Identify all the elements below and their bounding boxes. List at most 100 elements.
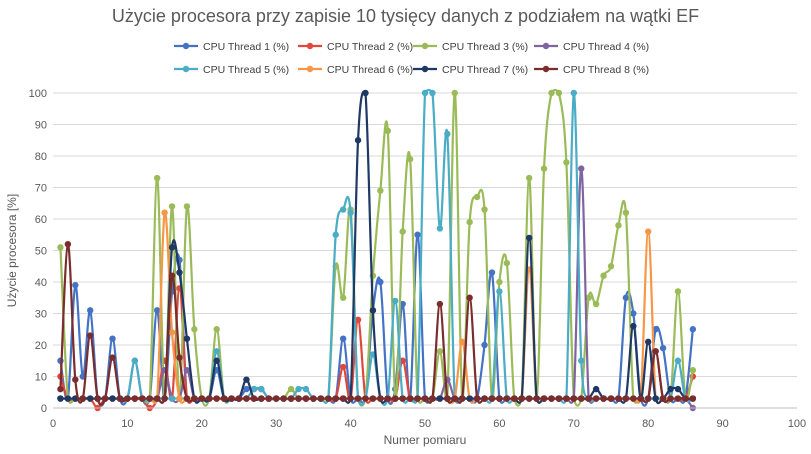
data-point — [674, 385, 682, 393]
data-point — [540, 165, 548, 172]
data-point — [674, 288, 682, 295]
data-point — [436, 300, 444, 308]
data-point — [287, 385, 295, 393]
data-point — [153, 395, 161, 402]
data-point — [131, 357, 139, 364]
data-point — [161, 395, 168, 402]
data-point — [124, 395, 131, 402]
y-tick-label: 70 — [35, 183, 47, 195]
data-point — [57, 385, 64, 393]
data-point — [607, 395, 615, 402]
data-point — [339, 395, 347, 402]
data-point — [652, 348, 659, 355]
y-tick-label: 80 — [35, 151, 47, 163]
data-point — [578, 165, 585, 172]
data-point — [578, 395, 585, 402]
data-point — [101, 395, 109, 402]
data-point — [488, 395, 496, 402]
data-point — [399, 228, 406, 235]
data-point — [682, 395, 689, 402]
data-point — [325, 395, 332, 402]
y-tick-label: 60 — [35, 214, 47, 226]
data-point — [473, 193, 481, 201]
data-point — [667, 395, 674, 402]
data-point — [533, 395, 540, 402]
data-point — [377, 395, 384, 402]
data-point — [555, 395, 563, 402]
x-tick-label: 40 — [344, 418, 356, 430]
data-point — [332, 395, 339, 402]
data-point — [87, 307, 94, 314]
data-point — [496, 395, 503, 402]
data-point — [689, 395, 697, 402]
data-point — [339, 363, 347, 371]
data-point — [585, 294, 592, 301]
data-point — [72, 376, 79, 383]
data-point — [585, 395, 592, 402]
data-point — [213, 326, 220, 333]
data-point — [674, 357, 682, 364]
data-point — [191, 326, 198, 333]
data-point — [674, 395, 682, 402]
data-point — [176, 269, 183, 276]
data-point — [481, 341, 488, 349]
data-point — [206, 395, 213, 402]
data-point — [659, 395, 667, 402]
data-point — [258, 395, 265, 402]
data-point — [645, 228, 652, 235]
data-point — [146, 395, 153, 402]
data-point — [362, 395, 369, 402]
data-point — [57, 395, 64, 402]
legend-label: CPU Thread 2 (%) — [327, 41, 413, 53]
data-point — [525, 174, 533, 182]
data-point — [139, 395, 146, 402]
data-point — [645, 338, 652, 346]
data-point — [630, 395, 637, 402]
data-point — [466, 395, 473, 402]
data-point — [176, 354, 183, 361]
data-point — [667, 385, 674, 393]
data-point — [459, 338, 466, 346]
data-point — [354, 316, 362, 323]
data-point — [109, 335, 116, 342]
y-tick-label: 30 — [35, 309, 47, 321]
data-point — [213, 348, 220, 355]
data-point — [555, 89, 563, 97]
data-point — [183, 335, 191, 342]
data-point — [250, 395, 258, 402]
data-point — [369, 395, 377, 402]
data-point — [116, 395, 124, 402]
data-point — [228, 395, 235, 402]
data-point — [354, 395, 362, 402]
data-point — [377, 278, 384, 286]
legend-label: CPU Thread 7 (%) — [442, 64, 528, 76]
data-point — [258, 385, 265, 393]
data-point — [607, 263, 615, 270]
data-point — [473, 395, 481, 402]
data-point — [481, 206, 488, 213]
legend-marker — [182, 42, 190, 50]
data-point — [339, 206, 347, 213]
data-point — [689, 367, 697, 374]
data-point — [414, 395, 421, 402]
data-point — [548, 395, 555, 402]
data-point — [168, 244, 176, 251]
data-point — [659, 344, 667, 352]
data-point — [280, 395, 287, 402]
data-point — [384, 395, 391, 402]
y-tick-label: 40 — [35, 277, 47, 289]
data-point — [64, 395, 72, 402]
data-point — [630, 322, 637, 330]
data-point — [384, 127, 391, 134]
y-tick-label: 20 — [35, 340, 47, 352]
data-point — [295, 395, 302, 402]
data-point — [191, 395, 198, 402]
data-point — [339, 335, 347, 342]
data-point — [570, 395, 577, 402]
legend-item: CPU Thread 4 (%) — [534, 41, 649, 53]
data-point — [496, 288, 503, 295]
data-point — [488, 269, 496, 276]
data-point — [414, 231, 421, 238]
data-point — [354, 137, 362, 144]
legend-item: CPU Thread 8 (%) — [534, 64, 649, 76]
